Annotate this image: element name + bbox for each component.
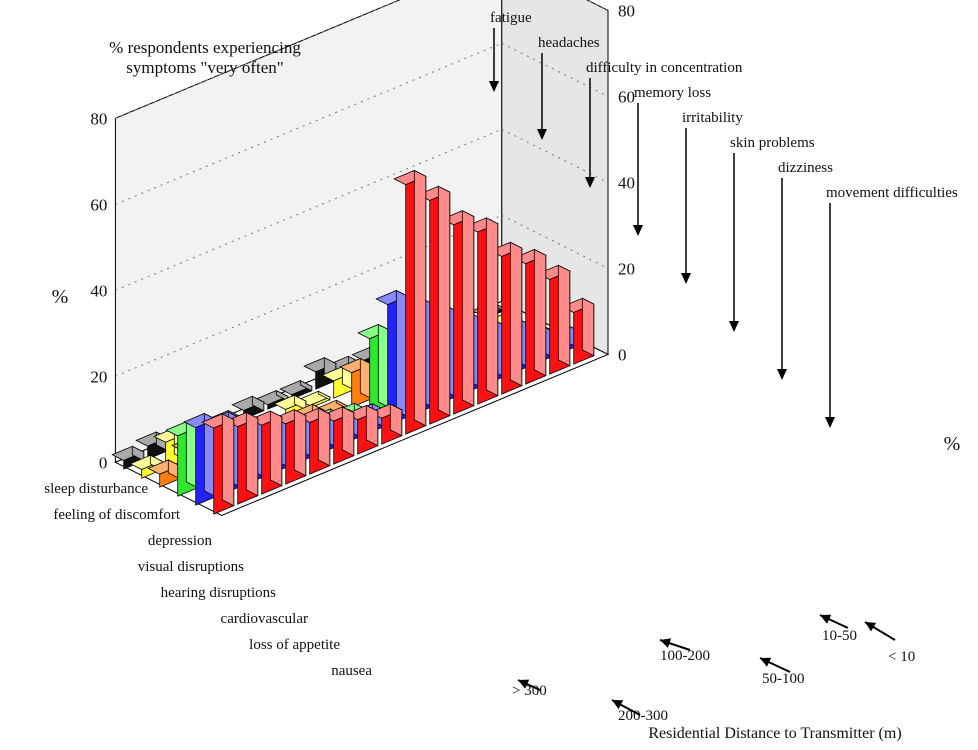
chart-bars xyxy=(111,169,595,515)
y-axis-label-right: % xyxy=(944,433,961,455)
distance-label: 100-200 xyxy=(660,648,710,664)
symptom-label: hearing disruptions xyxy=(161,585,277,601)
symptom-label: loss of appetite xyxy=(249,637,340,653)
distance-arrow-head xyxy=(820,614,832,624)
symptom-arrow-head xyxy=(825,417,835,428)
bar xyxy=(393,169,427,435)
symptom-arrow-head xyxy=(633,225,643,236)
distance-arrow-head xyxy=(760,657,772,667)
symptom-arrow-head xyxy=(489,81,499,92)
bar xyxy=(111,445,145,470)
symptom-label: dizziness xyxy=(778,160,833,176)
symptom-label: fatigue xyxy=(490,10,532,26)
symptom-label: irritability xyxy=(682,110,743,126)
y-tick-label-right: 40 xyxy=(618,173,635,192)
y-axis-label-left: % xyxy=(52,286,69,308)
y-tick-label-left: 80 xyxy=(90,109,107,128)
symptom-arrow-head xyxy=(777,369,787,380)
distance-arrow-head xyxy=(612,700,624,710)
symptom-label: sleep disturbance xyxy=(44,481,148,497)
y-tick-label-left: 40 xyxy=(90,281,107,300)
bar xyxy=(417,185,451,425)
distance-label: < 10 xyxy=(888,649,915,665)
distance-arrow-head xyxy=(660,638,672,648)
distance-label: 10-50 xyxy=(822,628,857,644)
y-tick-label-right: 20 xyxy=(618,259,635,278)
y-tick-label-right: 60 xyxy=(618,87,635,106)
symptom-label: nausea xyxy=(331,663,372,679)
y-tick-label-left: 0 xyxy=(99,453,108,472)
bar xyxy=(183,412,217,506)
bar xyxy=(357,323,391,417)
distance-arrow-head xyxy=(518,679,530,689)
distance-label: > 300 xyxy=(512,683,547,699)
symptom-label: memory loss xyxy=(634,85,711,101)
chart-labels: 0 0 20 20 40 40 60 60 80 80 sleep disturbance feeli… xyxy=(44,1,958,724)
gridline-side xyxy=(501,214,609,269)
symptom-label: cardiovascular xyxy=(221,611,308,627)
symptom-label: headaches xyxy=(538,35,600,51)
bar xyxy=(249,410,283,495)
bar xyxy=(375,289,409,426)
symptom-arrow-head xyxy=(681,273,691,284)
symptom-label: movement difficulties xyxy=(826,185,958,201)
symptom-label: skin problems xyxy=(730,135,815,151)
y-tick-label-right: 80 xyxy=(618,1,635,20)
symptom-label: depression xyxy=(148,533,213,549)
symptom-label: difficulty in concentration xyxy=(586,60,743,76)
symptom-label: feeling of discomfort xyxy=(53,507,180,523)
bar xyxy=(165,421,199,497)
symptom-arrow-head xyxy=(585,177,595,188)
chart-title-line1: % respondents experiencing xyxy=(109,38,301,57)
bar xyxy=(489,241,523,395)
symptom-arrow-head xyxy=(729,321,739,332)
distance-arrow-head xyxy=(865,622,877,632)
chart-title-line2: symptoms "very often" xyxy=(126,58,283,77)
bar xyxy=(513,248,547,385)
bar xyxy=(225,411,259,505)
gridline-side xyxy=(586,0,609,11)
bar xyxy=(201,413,235,515)
symptom-label: visual disruptions xyxy=(138,559,244,575)
bar xyxy=(441,210,475,415)
y-tick-label-right: 0 xyxy=(618,345,627,364)
x-axis-title: Residential Distance to Transmitter (m) xyxy=(648,725,901,742)
distance-label: 200-300 xyxy=(618,708,668,724)
symptom-arrow-head xyxy=(537,129,547,140)
bar xyxy=(339,357,373,408)
y-tick-label-left: 20 xyxy=(90,367,107,386)
y-tick-label-left: 60 xyxy=(90,195,107,214)
distance-label: 50-100 xyxy=(762,671,805,687)
bar xyxy=(537,264,571,375)
